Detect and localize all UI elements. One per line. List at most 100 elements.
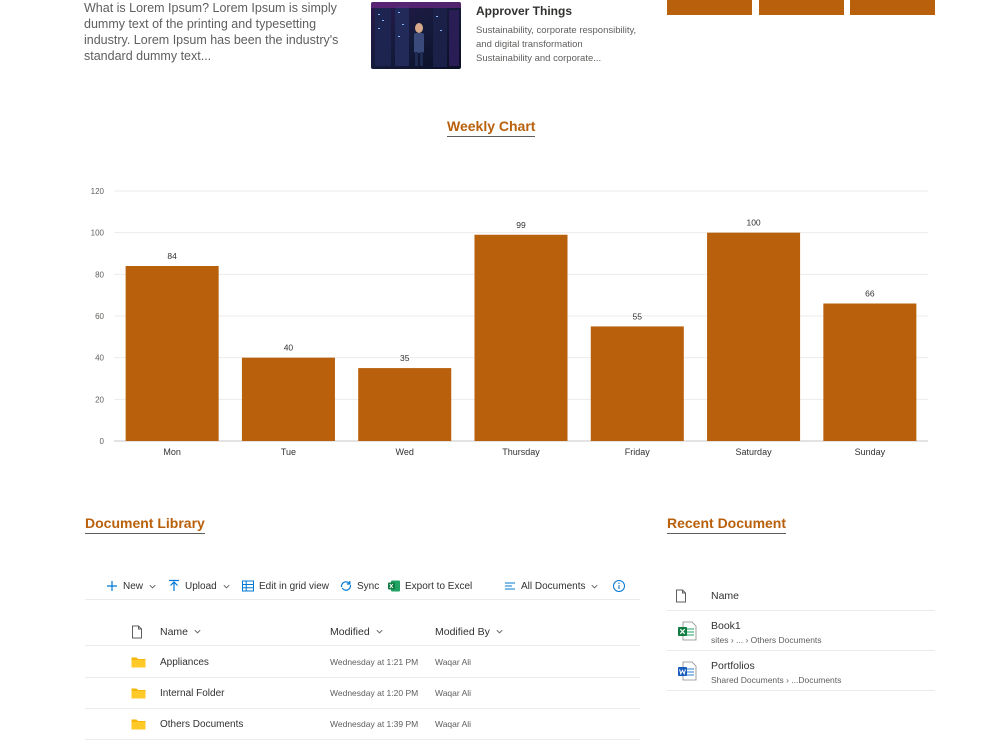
document-icon [132, 625, 142, 638]
row-modified-by: Waqar Ali [435, 688, 472, 698]
excel-icon [678, 621, 697, 641]
y-tick-label: 40 [95, 354, 104, 363]
news-thumbnail[interactable] [371, 2, 461, 69]
upload-button[interactable]: Upload [167, 576, 231, 596]
y-tick-label: 100 [91, 229, 105, 238]
plus-icon [107, 581, 117, 591]
quick-link-tile-3[interactable] [850, 0, 935, 15]
upload-label: Upload [185, 580, 217, 592]
file-type-header[interactable] [131, 618, 143, 645]
name-column-header[interactable]: Name [160, 618, 202, 645]
data-label: 84 [167, 251, 177, 261]
modified-by-column-header[interactable]: Modified By [435, 618, 504, 645]
row-modified: Wednesday at 1:20 PM [330, 688, 419, 698]
data-label: 66 [865, 289, 875, 299]
library-toolbar: New Upload Edit in grid view Sync Export… [85, 572, 640, 600]
x-tick-label: Wed [396, 447, 414, 457]
edit-grid-view-button[interactable]: Edit in grid view [241, 576, 329, 596]
bar-friday[interactable] [590, 326, 684, 441]
recent-item[interactable]: Portfolios Shared Documents › ...Documen… [667, 651, 935, 691]
sync-icon [340, 581, 352, 591]
recent-item-path: Shared Documents › ...Documents [711, 675, 842, 685]
x-tick-label: Saturday [736, 447, 773, 457]
recent-title[interactable]: Recent Document [667, 515, 787, 534]
export-excel-label: Export to Excel [405, 580, 473, 592]
chevron-down-icon [194, 629, 201, 634]
grid-icon [242, 580, 254, 592]
row-name[interactable]: Internal Folder [160, 687, 225, 699]
recent-item-name[interactable]: Portfolios [711, 660, 755, 672]
modified-column-label: Modified [330, 625, 370, 638]
lorem-summary: What is Lorem Ipsum? Lorem Ipsum is simp… [84, 1, 339, 63]
row-name[interactable]: Appliances [160, 656, 209, 668]
bar-tue[interactable] [241, 357, 335, 441]
bar-wed[interactable] [358, 368, 452, 441]
chevron-down-icon [496, 629, 503, 634]
file-type-header [675, 582, 687, 610]
y-tick-label: 0 [100, 437, 105, 446]
x-tick-label: Friday [625, 447, 651, 457]
news-desc-line-3: Sustainability and corporate... [476, 53, 602, 64]
info-button[interactable] [612, 576, 630, 596]
chart-title: Weekly Chart [447, 118, 536, 137]
bar-sunday[interactable] [823, 303, 917, 442]
quick-link-tile-1[interactable] [667, 0, 752, 15]
upload-icon [169, 579, 179, 591]
edit-grid-view-label: Edit in grid view [259, 580, 330, 592]
server-room-image [371, 2, 461, 69]
chevron-down-icon [591, 584, 598, 588]
sync-button[interactable]: Sync [339, 576, 379, 596]
recent-item-path: sites › ... › Others Documents [711, 635, 822, 645]
info-icon [613, 580, 625, 592]
bar-thursday[interactable] [474, 234, 568, 441]
chevron-down-icon [223, 584, 230, 588]
row-modified: Wednesday at 1:39 PM [330, 719, 419, 729]
news-desc-line-2: and digital transformation [476, 39, 583, 50]
name-column-label: Name [160, 625, 189, 638]
new-label: New [123, 580, 144, 592]
row-modified: Wednesday at 1:21 PM [330, 657, 419, 667]
row-modified-by: Waqar Ali [435, 657, 472, 667]
data-label: 35 [400, 353, 410, 363]
view-label: All Documents [521, 580, 586, 592]
library-header-row: Name Modified Modified By [85, 618, 640, 646]
library-title[interactable]: Document Library [85, 515, 205, 534]
y-tick-label: 60 [95, 312, 104, 321]
table-row[interactable]: Internal Folder Wednesday at 1:20 PM Waq… [85, 678, 640, 709]
folder-icon [131, 647, 146, 677]
row-name[interactable]: Others Documents [160, 718, 244, 730]
recent-item-name[interactable]: Book1 [711, 620, 741, 632]
x-tick-label: Sunday [855, 447, 886, 457]
view-lines-icon [505, 582, 515, 590]
x-tick-label: Mon [163, 447, 181, 457]
folder-icon [131, 678, 146, 708]
y-tick-label: 20 [95, 395, 104, 404]
table-row[interactable]: Appliances Wednesday at 1:21 PM Waqar Al… [85, 647, 640, 678]
new-button[interactable]: New [105, 576, 157, 596]
data-label: 55 [633, 311, 643, 321]
quick-link-tile-2[interactable] [759, 0, 844, 15]
news-description: Sustainability, corporate responsibility… [476, 24, 656, 66]
modified-column-header[interactable]: Modified [330, 618, 384, 645]
recent-name-column: Name [711, 590, 740, 602]
x-tick-label: Tue [281, 447, 296, 457]
news-title[interactable]: Approver Things [476, 4, 573, 18]
row-modified-by: Waqar Ali [435, 719, 472, 729]
excel-icon [388, 580, 400, 592]
recent-item[interactable]: Book1 sites › ... › Others Documents [667, 611, 935, 651]
y-tick-label: 120 [91, 187, 105, 196]
document-icon [676, 589, 686, 603]
bar-mon[interactable] [125, 266, 219, 441]
sync-label: Sync [357, 580, 380, 592]
export-excel-button[interactable]: Export to Excel [387, 576, 472, 596]
word-icon [678, 661, 697, 681]
modified-by-column-label: Modified By [435, 625, 490, 638]
view-selector[interactable]: All Documents [503, 576, 599, 596]
folder-icon [131, 709, 146, 739]
news-desc-line-1: Sustainability, corporate responsibility… [476, 25, 637, 36]
data-label: 40 [284, 343, 294, 353]
chevron-down-icon [376, 629, 383, 634]
bar-saturday[interactable] [707, 232, 801, 441]
table-row[interactable]: Others Documents Wednesday at 1:39 PM Wa… [85, 709, 640, 740]
x-tick-label: Thursday [502, 447, 540, 457]
